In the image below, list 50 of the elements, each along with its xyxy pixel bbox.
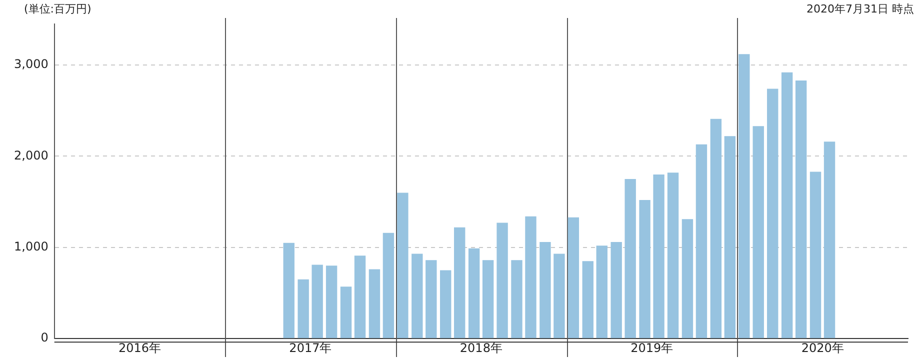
bar <box>752 126 764 338</box>
bar <box>610 242 622 338</box>
bar <box>824 142 836 338</box>
bar <box>682 219 694 338</box>
bar <box>426 260 437 338</box>
bar <box>554 254 565 338</box>
bar <box>525 216 536 338</box>
y-tick-label: 0 <box>40 330 48 345</box>
bar <box>283 242 294 338</box>
bar <box>412 254 423 338</box>
bar <box>696 144 708 338</box>
y-axis-title: (単位:百万円) <box>24 2 92 16</box>
x-tick-label: 2016年 <box>118 340 161 355</box>
y-tick-label: 2,000 <box>14 148 48 162</box>
bar <box>639 200 650 338</box>
bar <box>781 72 793 338</box>
y-tick-label: 1,000 <box>14 240 48 254</box>
bar <box>354 256 366 338</box>
bar <box>624 179 636 338</box>
x-tick-label: 2017年 <box>289 340 332 355</box>
bar <box>511 260 522 338</box>
y-tick-label: 3,000 <box>14 57 48 72</box>
bar <box>440 270 452 338</box>
x-tick-label: 2018年 <box>460 340 502 355</box>
bar <box>368 269 380 338</box>
x-tick-label: 2019年 <box>630 340 674 355</box>
bar <box>767 88 778 338</box>
bar <box>482 260 494 338</box>
bar <box>582 261 594 338</box>
bar <box>653 174 664 338</box>
bar <box>326 266 338 338</box>
bar <box>454 227 466 338</box>
text: 2020年7月31日 時点 <box>806 2 914 16</box>
bar <box>795 80 807 338</box>
bar <box>710 118 722 338</box>
bar <box>667 172 679 338</box>
bar <box>496 222 508 338</box>
bar <box>738 54 750 338</box>
bar <box>596 246 608 338</box>
bar <box>568 217 580 338</box>
bar <box>810 172 822 338</box>
bar <box>340 286 352 338</box>
bar <box>382 232 394 338</box>
bar <box>724 136 736 338</box>
bar <box>540 242 551 338</box>
x-tick-label: 2020年 <box>801 340 844 355</box>
bar <box>298 279 309 338</box>
bar <box>312 264 323 338</box>
bar <box>397 192 408 338</box>
bar <box>468 248 480 338</box>
